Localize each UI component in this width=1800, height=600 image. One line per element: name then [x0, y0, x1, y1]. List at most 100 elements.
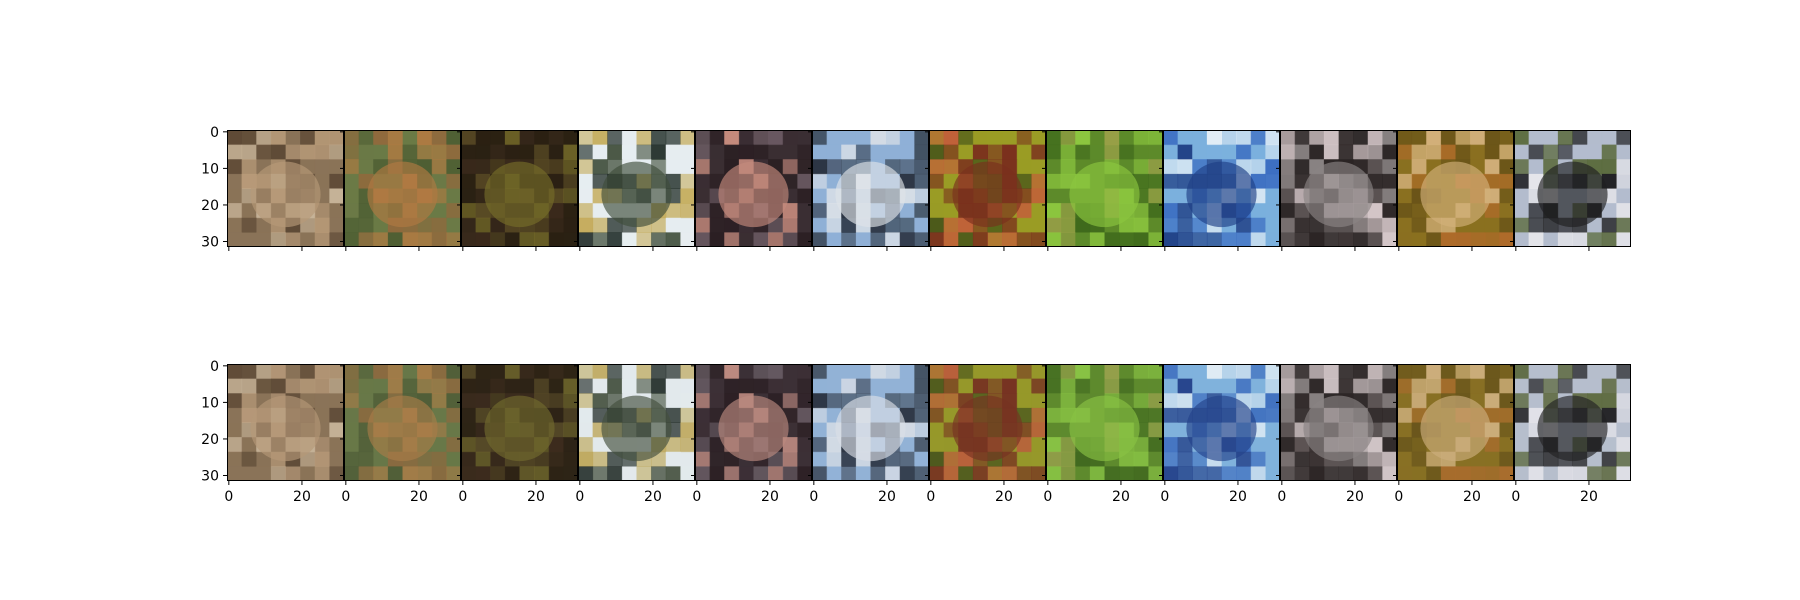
image-panel-truck	[1159, 130, 1280, 251]
x-tick-label: 0	[575, 489, 584, 505]
image-pixels	[344, 130, 461, 247]
image-panel-deer	[1393, 130, 1514, 251]
x-tick-label: 20	[527, 489, 545, 505]
y-tick-label: 10	[201, 395, 219, 411]
x-tick-label: 20	[878, 489, 896, 505]
panel-frame	[1046, 130, 1163, 247]
image-panel-squirrel	[223, 130, 344, 251]
image-pixels	[1046, 130, 1163, 247]
image-pixels	[695, 130, 812, 247]
image-panel-ship	[808, 130, 929, 251]
x-tick-label: 0	[809, 489, 818, 505]
x-tick-label: 20	[644, 489, 662, 505]
panel-frame	[344, 130, 461, 247]
x-tick-label: 20	[1463, 489, 1481, 505]
panel-frame	[1046, 364, 1163, 481]
image-panel-cat	[1276, 130, 1397, 251]
y-tick-label: 20	[201, 432, 219, 448]
x-tick-label: 0	[692, 489, 701, 505]
image-panel-frog: 0 20	[457, 364, 578, 505]
image-pixels	[1280, 130, 1397, 247]
image-panel-cat	[691, 130, 812, 251]
image-panel-squirrel: 0 20	[223, 364, 344, 505]
x-tick-label: 0	[1160, 489, 1169, 505]
panel-frame	[1280, 364, 1397, 481]
panel-frame	[1397, 130, 1514, 247]
panel-frame	[1514, 364, 1631, 481]
image-panel-deer: 0 20	[1393, 364, 1514, 505]
x-tick-label: 0	[1277, 489, 1286, 505]
image-panel-ship: 0 20	[808, 364, 929, 505]
image-panel-frog: 0 20	[925, 364, 1046, 505]
panel-frame	[578, 364, 695, 481]
image-pixels	[578, 130, 695, 247]
panel-frame	[227, 130, 344, 247]
x-tick-label: 0	[1043, 489, 1052, 505]
x-tick-label: 0	[341, 489, 350, 505]
x-tick-label: 0	[926, 489, 935, 505]
x-tick-label: 20	[761, 489, 779, 505]
image-pixels	[1514, 130, 1631, 247]
bottom-image-row: 0 20 0 20 0 20 0 20 0 20 0 20 0 20 0 20 0 20 0 20 0 20 0 20 0 10 2…	[201, 359, 1631, 505]
panel-frame	[461, 130, 578, 247]
image-pixels	[1046, 364, 1163, 481]
y-tick-label: 0	[210, 359, 219, 375]
image-pixels	[1163, 130, 1280, 247]
y-tick-label: 10	[201, 161, 219, 177]
panel-frame	[812, 364, 929, 481]
x-tick-label: 0	[1394, 489, 1403, 505]
panel-frame	[1280, 130, 1397, 247]
panel-frame	[929, 364, 1046, 481]
image-panel-bird	[574, 130, 695, 251]
panel-frame	[695, 130, 812, 247]
x-tick-label: 20	[410, 489, 428, 505]
image-panel-truck: 0 20	[1159, 364, 1280, 505]
panel-frame	[1163, 130, 1280, 247]
x-tick-label: 20	[1580, 489, 1598, 505]
y-tick-label: 30	[201, 235, 219, 251]
x-tick-label: 20	[1112, 489, 1130, 505]
panel-frame	[1397, 364, 1514, 481]
x-tick-label: 0	[224, 489, 233, 505]
panel-frame	[695, 364, 812, 481]
x-tick-label: 0	[1511, 489, 1520, 505]
panel-frame	[1514, 130, 1631, 247]
image-panel-deer: 0 20	[340, 364, 461, 505]
image-panel-bird: 0 20	[574, 364, 695, 505]
image-pixels	[227, 130, 344, 247]
image-panel-frog	[457, 130, 578, 251]
x-tick-label: 0	[458, 489, 467, 505]
top-image-row: 0 10 20 30	[201, 125, 1631, 251]
image-pixels	[1280, 364, 1397, 481]
image-pixels	[1514, 364, 1631, 481]
image-pixels	[461, 364, 578, 481]
image-panel-cat: 0 20	[691, 364, 812, 505]
panel-frame	[929, 130, 1046, 247]
y-tick-label: 20	[201, 198, 219, 214]
image-pixels	[578, 364, 695, 481]
x-tick-label: 20	[293, 489, 311, 505]
image-pixels	[812, 364, 929, 481]
panel-frame	[461, 364, 578, 481]
image-panel-horse: 0 20	[1510, 364, 1631, 505]
image-panel-cat: 0 20	[1276, 364, 1397, 505]
image-pixels	[929, 364, 1046, 481]
panel-frame	[1163, 364, 1280, 481]
image-panel-deer	[340, 130, 461, 251]
image-pixels	[344, 364, 461, 481]
y-tick-label: 0	[210, 125, 219, 141]
x-tick-label: 20	[995, 489, 1013, 505]
panel-frame	[812, 130, 929, 247]
panel-frame	[227, 364, 344, 481]
image-panel-horse	[1510, 130, 1631, 251]
image-pixels	[461, 130, 578, 247]
x-tick-label: 20	[1229, 489, 1247, 505]
image-pixels	[1397, 364, 1514, 481]
image-pixels	[812, 130, 929, 247]
panel-frame	[578, 130, 695, 247]
image-pixels	[929, 130, 1046, 247]
image-panel-frog	[925, 130, 1046, 251]
image-panel-frog: 0 20	[1042, 364, 1163, 505]
image-pixels	[1397, 130, 1514, 247]
